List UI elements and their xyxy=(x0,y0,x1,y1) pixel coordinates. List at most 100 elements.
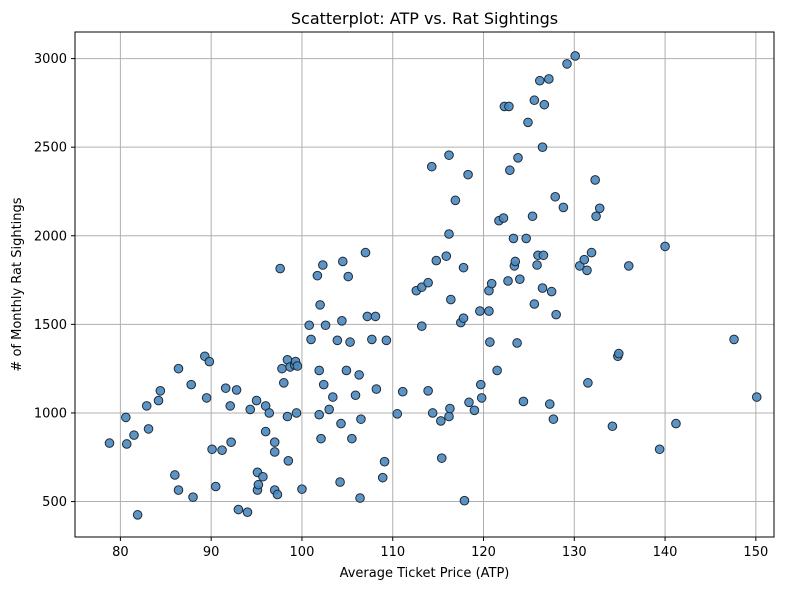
scatter-point xyxy=(431,255,442,266)
scatter-point xyxy=(503,276,513,286)
scatter-point xyxy=(450,195,461,206)
scatter-point xyxy=(607,421,618,432)
scatter-point xyxy=(654,444,665,455)
scatter-point xyxy=(459,495,470,506)
scatter-point xyxy=(297,484,307,494)
scatter-point xyxy=(498,213,509,223)
scatter-point xyxy=(444,150,454,160)
scatter-point xyxy=(282,411,293,422)
scatter-point xyxy=(210,481,221,492)
scatter-point xyxy=(537,142,548,152)
scatter-point xyxy=(356,414,366,424)
scatter-point xyxy=(362,311,373,322)
scatter-point xyxy=(269,437,280,448)
scatter-point xyxy=(253,479,264,490)
scatter-point xyxy=(354,370,364,380)
scatter-point xyxy=(392,409,403,419)
scatter-point xyxy=(539,99,550,110)
x-tick-label: 130 xyxy=(562,545,587,560)
scatter-point xyxy=(484,306,494,316)
scatter-point xyxy=(217,445,227,455)
scatter-point xyxy=(201,393,212,403)
scatter-point xyxy=(332,335,343,346)
scatter-point xyxy=(324,404,334,415)
scatter-point xyxy=(586,247,597,258)
scatter-point xyxy=(371,384,382,394)
scatter-point xyxy=(251,395,262,406)
scatter-point xyxy=(269,447,280,457)
scatter-point xyxy=(129,430,139,440)
scatter-point xyxy=(258,471,268,482)
scatter-point xyxy=(341,365,352,376)
scatter-point xyxy=(121,412,131,423)
scatter-point xyxy=(660,241,670,252)
scatter-point xyxy=(510,256,521,267)
scatter-point xyxy=(590,175,600,185)
plot-area-frame xyxy=(74,31,775,538)
scatter-point xyxy=(328,392,338,402)
scatter-point xyxy=(275,263,285,274)
scatter-point xyxy=(508,233,519,244)
y-tick-label: 1000 xyxy=(34,406,67,421)
scatter-point xyxy=(292,361,303,371)
scatter-point xyxy=(532,260,542,270)
scatter-point xyxy=(370,311,381,322)
y-tick-label: 500 xyxy=(42,495,67,510)
x-tick-label: 140 xyxy=(653,545,678,560)
scatter-point xyxy=(476,393,487,403)
scatter-point xyxy=(337,256,348,267)
scatter-point xyxy=(445,403,455,414)
scatter-point xyxy=(316,433,326,444)
scatter-point xyxy=(132,510,143,520)
scatter-point xyxy=(337,316,347,326)
scatter-point xyxy=(347,433,357,444)
scatter-point xyxy=(671,418,681,429)
y-tick-label: 3000 xyxy=(34,52,67,67)
x-tick-label: 110 xyxy=(380,545,405,560)
scatter-point xyxy=(436,416,446,426)
chart-title: Scatterplot: ATP vs. Rat Sightings xyxy=(291,9,558,28)
scatter-point xyxy=(464,397,474,408)
scatter-point xyxy=(381,335,392,346)
scatter-point xyxy=(513,153,523,163)
scatter-point xyxy=(515,274,525,284)
scatter-point xyxy=(264,408,275,418)
scatter-point xyxy=(523,117,533,128)
scatter-point xyxy=(121,439,132,449)
scatter-point xyxy=(104,438,115,448)
scatter-point xyxy=(304,320,315,331)
scatter-point xyxy=(518,396,529,407)
y-tick-label: 2000 xyxy=(34,229,67,244)
scatter-point xyxy=(505,165,515,176)
scatter-point xyxy=(314,365,324,376)
scatter-point xyxy=(591,211,601,222)
scatter-point xyxy=(143,424,154,434)
scatter-point xyxy=(335,477,345,487)
scatter-point xyxy=(492,365,502,376)
scatter-point xyxy=(260,426,271,437)
scatter-point xyxy=(729,334,739,345)
scatter-point xyxy=(312,270,323,281)
scatter-point xyxy=(225,401,236,411)
scatter-point xyxy=(529,95,540,106)
scatter-point xyxy=(272,489,283,500)
scatter-point xyxy=(367,334,377,345)
scatter-point xyxy=(188,492,198,502)
y-tick-label: 1500 xyxy=(34,318,67,333)
scatter-point xyxy=(315,300,325,310)
scatter-point xyxy=(283,456,294,466)
scatter-point xyxy=(623,261,634,271)
scatter-point xyxy=(173,485,184,495)
scatter-point xyxy=(548,414,559,424)
scatter-point xyxy=(594,203,605,214)
x-tick-label: 100 xyxy=(290,545,315,560)
scatter-point xyxy=(446,294,456,305)
scatter-point xyxy=(277,363,287,374)
scatter-point xyxy=(397,386,408,397)
scatter-point xyxy=(550,191,561,202)
scatter-point xyxy=(360,247,371,258)
y-axis-label: # of Monthly Rat Sightings xyxy=(10,197,25,371)
scatter-point xyxy=(458,262,469,273)
scatter-point xyxy=(355,493,365,503)
scatter-point xyxy=(537,283,548,293)
